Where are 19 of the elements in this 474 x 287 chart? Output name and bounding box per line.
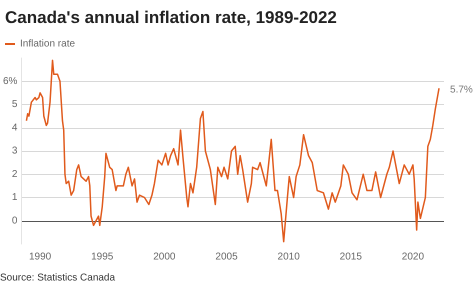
y-tick-label: 0 [12, 215, 18, 226]
y-tick-label: 6% [3, 76, 18, 87]
source-note: Source: Statistics Canada [0, 272, 116, 284]
y-tick-label: 5 [12, 99, 18, 110]
annotation: 5.7% [450, 84, 473, 96]
y-tick-label: 3 [12, 146, 18, 156]
x-tick-label: 2020 [402, 252, 424, 262]
x-tick-label: 2010 [278, 252, 300, 262]
line-series [26, 60, 440, 242]
x-tick-label: 2000 [153, 252, 176, 262]
x-tick-label: 2005 [215, 252, 238, 262]
y-tick-label: 1 [12, 192, 18, 203]
y-tick-label: 4 [12, 122, 18, 134]
y-tick-label: 2 [12, 168, 18, 180]
chart-title: Canada's annual inflation rate, 1989-2022 [5, 8, 337, 27]
x-tick-label: 1990 [28, 252, 52, 262]
x-tick-label: 1995 [91, 252, 114, 262]
legend-label: Inflation rate [20, 38, 76, 50]
x-tick-label: 2015 [340, 252, 362, 262]
